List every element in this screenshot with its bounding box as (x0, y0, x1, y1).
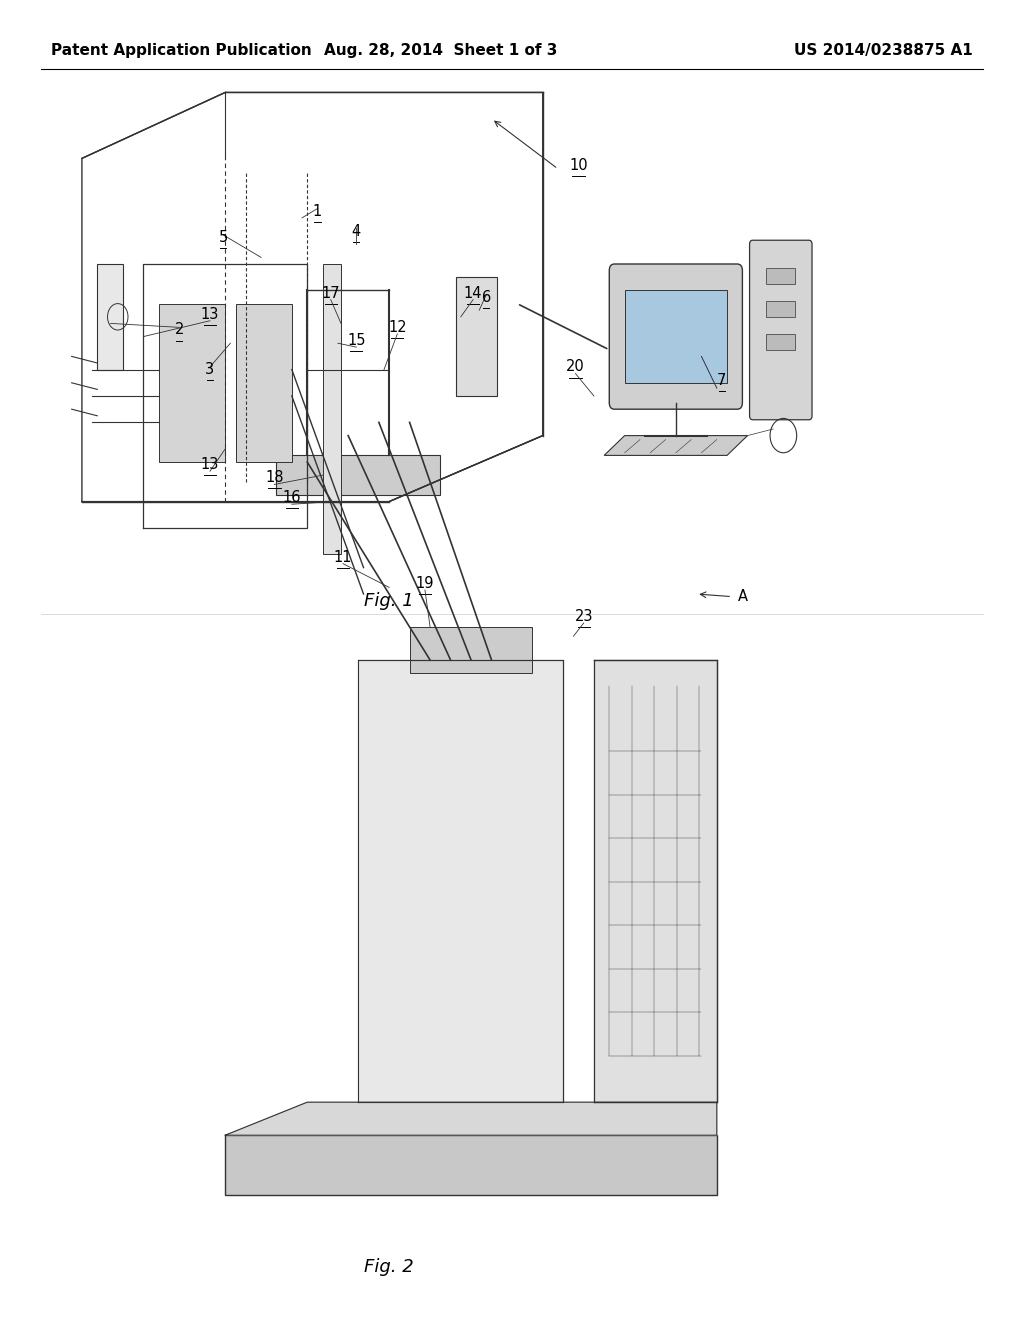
FancyBboxPatch shape (225, 1135, 717, 1195)
FancyBboxPatch shape (766, 334, 795, 350)
FancyBboxPatch shape (276, 455, 440, 495)
FancyBboxPatch shape (159, 304, 225, 462)
Text: 17: 17 (322, 285, 340, 301)
Text: 20: 20 (566, 359, 585, 375)
FancyBboxPatch shape (766, 268, 795, 284)
Text: 18: 18 (265, 470, 284, 486)
Text: 23: 23 (574, 609, 593, 624)
Text: US 2014/0238875 A1: US 2014/0238875 A1 (794, 42, 973, 58)
Text: Fig. 1: Fig. 1 (365, 591, 414, 610)
Text: 1: 1 (312, 203, 323, 219)
Text: 16: 16 (283, 490, 301, 506)
Text: 4: 4 (351, 223, 361, 239)
Text: Fig. 2: Fig. 2 (365, 1258, 414, 1276)
Text: 12: 12 (388, 319, 407, 335)
Text: 2: 2 (174, 322, 184, 338)
Text: 10: 10 (569, 157, 588, 173)
FancyBboxPatch shape (750, 240, 812, 420)
Text: 14: 14 (464, 285, 482, 301)
Text: 15: 15 (347, 333, 366, 348)
FancyBboxPatch shape (609, 264, 742, 409)
Text: 5: 5 (218, 230, 228, 246)
Polygon shape (594, 660, 717, 1102)
FancyBboxPatch shape (625, 290, 727, 383)
Text: 11: 11 (334, 549, 352, 565)
FancyBboxPatch shape (410, 627, 532, 673)
Polygon shape (225, 1102, 717, 1135)
Polygon shape (358, 660, 563, 1102)
FancyBboxPatch shape (456, 277, 497, 396)
FancyBboxPatch shape (323, 264, 341, 554)
Text: 6: 6 (481, 289, 492, 305)
FancyBboxPatch shape (766, 301, 795, 317)
Text: 3: 3 (206, 362, 214, 378)
Text: 13: 13 (201, 306, 219, 322)
Text: 7: 7 (717, 372, 727, 388)
Text: A: A (737, 589, 748, 605)
Text: 19: 19 (416, 576, 434, 591)
FancyBboxPatch shape (236, 304, 292, 462)
Text: Patent Application Publication: Patent Application Publication (51, 42, 312, 58)
Text: 13: 13 (201, 457, 219, 473)
Polygon shape (604, 436, 748, 455)
Text: Aug. 28, 2014  Sheet 1 of 3: Aug. 28, 2014 Sheet 1 of 3 (324, 42, 557, 58)
FancyBboxPatch shape (97, 264, 123, 370)
